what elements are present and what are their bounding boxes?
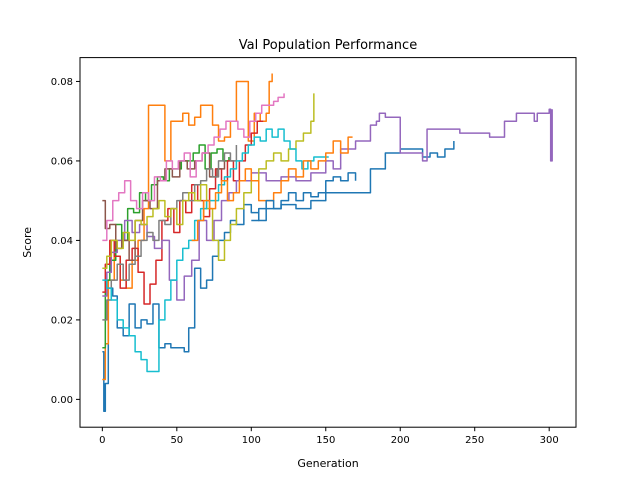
- chart-title: Val Population Performance: [239, 38, 417, 53]
- x-tick-label: 0: [99, 435, 105, 446]
- x-ticks: 0 50 100 150 200 250 300: [99, 427, 559, 446]
- y-tick-label: 0.08: [51, 77, 73, 88]
- x-tick-label: 100: [242, 435, 261, 446]
- y-ticks: 0.00 0.02 0.04 0.06 0.08: [51, 77, 80, 406]
- plot-frame: [79, 57, 577, 428]
- x-tick-label: 250: [465, 435, 484, 446]
- series-line-8: [102, 145, 238, 321]
- x-tick-label: 50: [170, 435, 183, 446]
- x-tick-label: 300: [540, 435, 559, 446]
- x-axis-label: Generation: [297, 457, 358, 470]
- y-tick-label: 0.06: [51, 156, 73, 167]
- y-tick-label: 0.00: [51, 395, 73, 406]
- series-line-12: [251, 172, 357, 222]
- series-line-5: [102, 108, 553, 301]
- y-tick-label: 0.02: [51, 315, 73, 326]
- series-line-9: [102, 93, 315, 269]
- series-line-7: [102, 93, 285, 242]
- series-layer: [102, 73, 553, 413]
- y-tick-label: 0.04: [51, 236, 73, 247]
- y-axis-label: Score: [21, 227, 34, 258]
- series-line-4: [102, 120, 264, 305]
- x-tick-label: 150: [316, 435, 335, 446]
- x-tick-label: 200: [391, 435, 410, 446]
